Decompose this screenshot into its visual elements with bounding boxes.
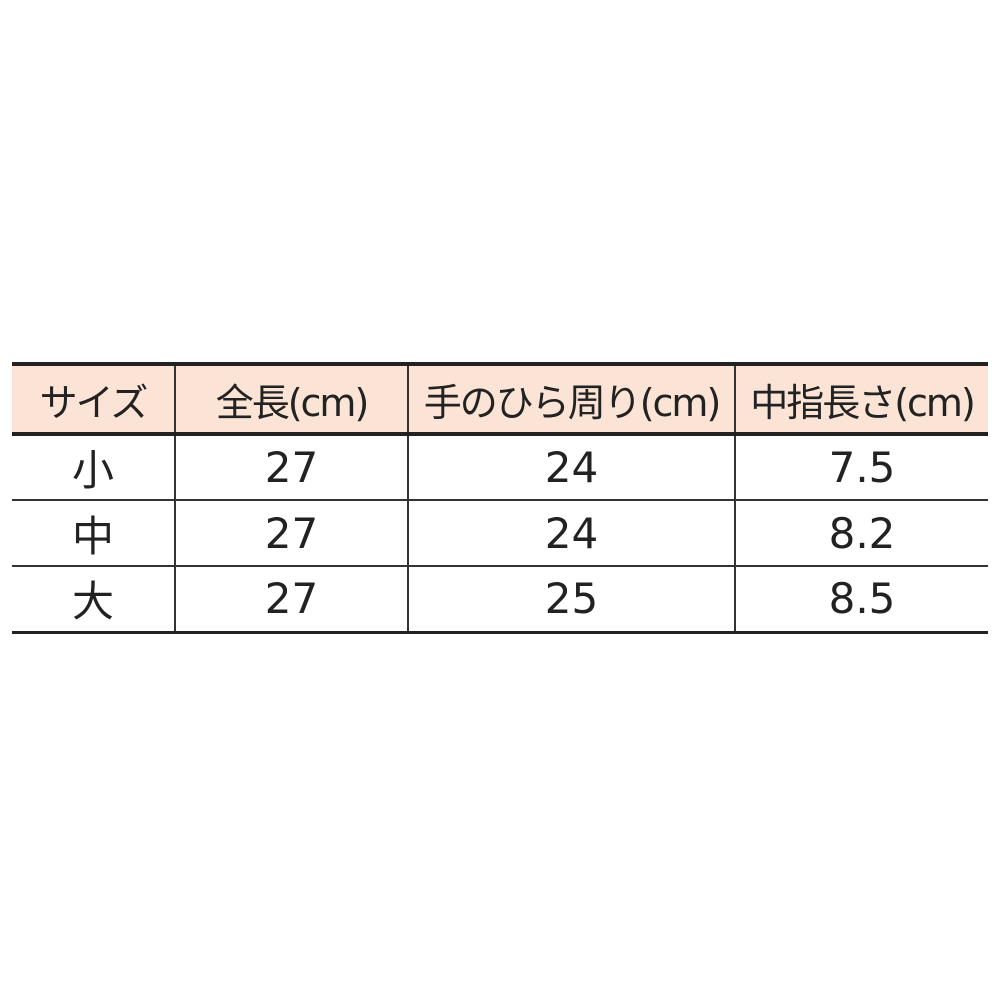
table-row: 大 27 25 8.5 bbox=[12, 566, 988, 634]
cell-total-length: 27 bbox=[174, 566, 408, 634]
header-palm-circumference: 手のひら周り(cm) bbox=[407, 362, 735, 436]
header-row: サイズ 全長(cm) 手のひら周り(cm) 中指長さ(cm) bbox=[12, 362, 988, 436]
table-row: 中 27 24 8.2 bbox=[12, 500, 988, 567]
cell-palm-circumference: 25 bbox=[407, 566, 735, 634]
cell-total-length: 27 bbox=[174, 500, 408, 567]
header-middle-finger-length: 中指長さ(cm) bbox=[734, 362, 988, 436]
cell-palm-circumference: 24 bbox=[407, 434, 735, 501]
cell-palm-circumference: 24 bbox=[407, 500, 735, 567]
table-row: 小 27 24 7.5 bbox=[12, 434, 988, 501]
cell-size: 小 bbox=[12, 434, 175, 501]
cell-middle-finger-length: 8.5 bbox=[734, 566, 988, 634]
header-size: サイズ bbox=[12, 362, 175, 436]
cell-size: 大 bbox=[12, 566, 175, 634]
header-total-length: 全長(cm) bbox=[174, 362, 408, 436]
size-table: サイズ 全長(cm) 手のひら周り(cm) 中指長さ(cm) 小 27 24 7… bbox=[12, 362, 988, 634]
cell-size: 中 bbox=[12, 500, 175, 567]
cell-middle-finger-length: 8.2 bbox=[734, 500, 988, 567]
cell-total-length: 27 bbox=[174, 434, 408, 501]
cell-middle-finger-length: 7.5 bbox=[734, 434, 988, 501]
